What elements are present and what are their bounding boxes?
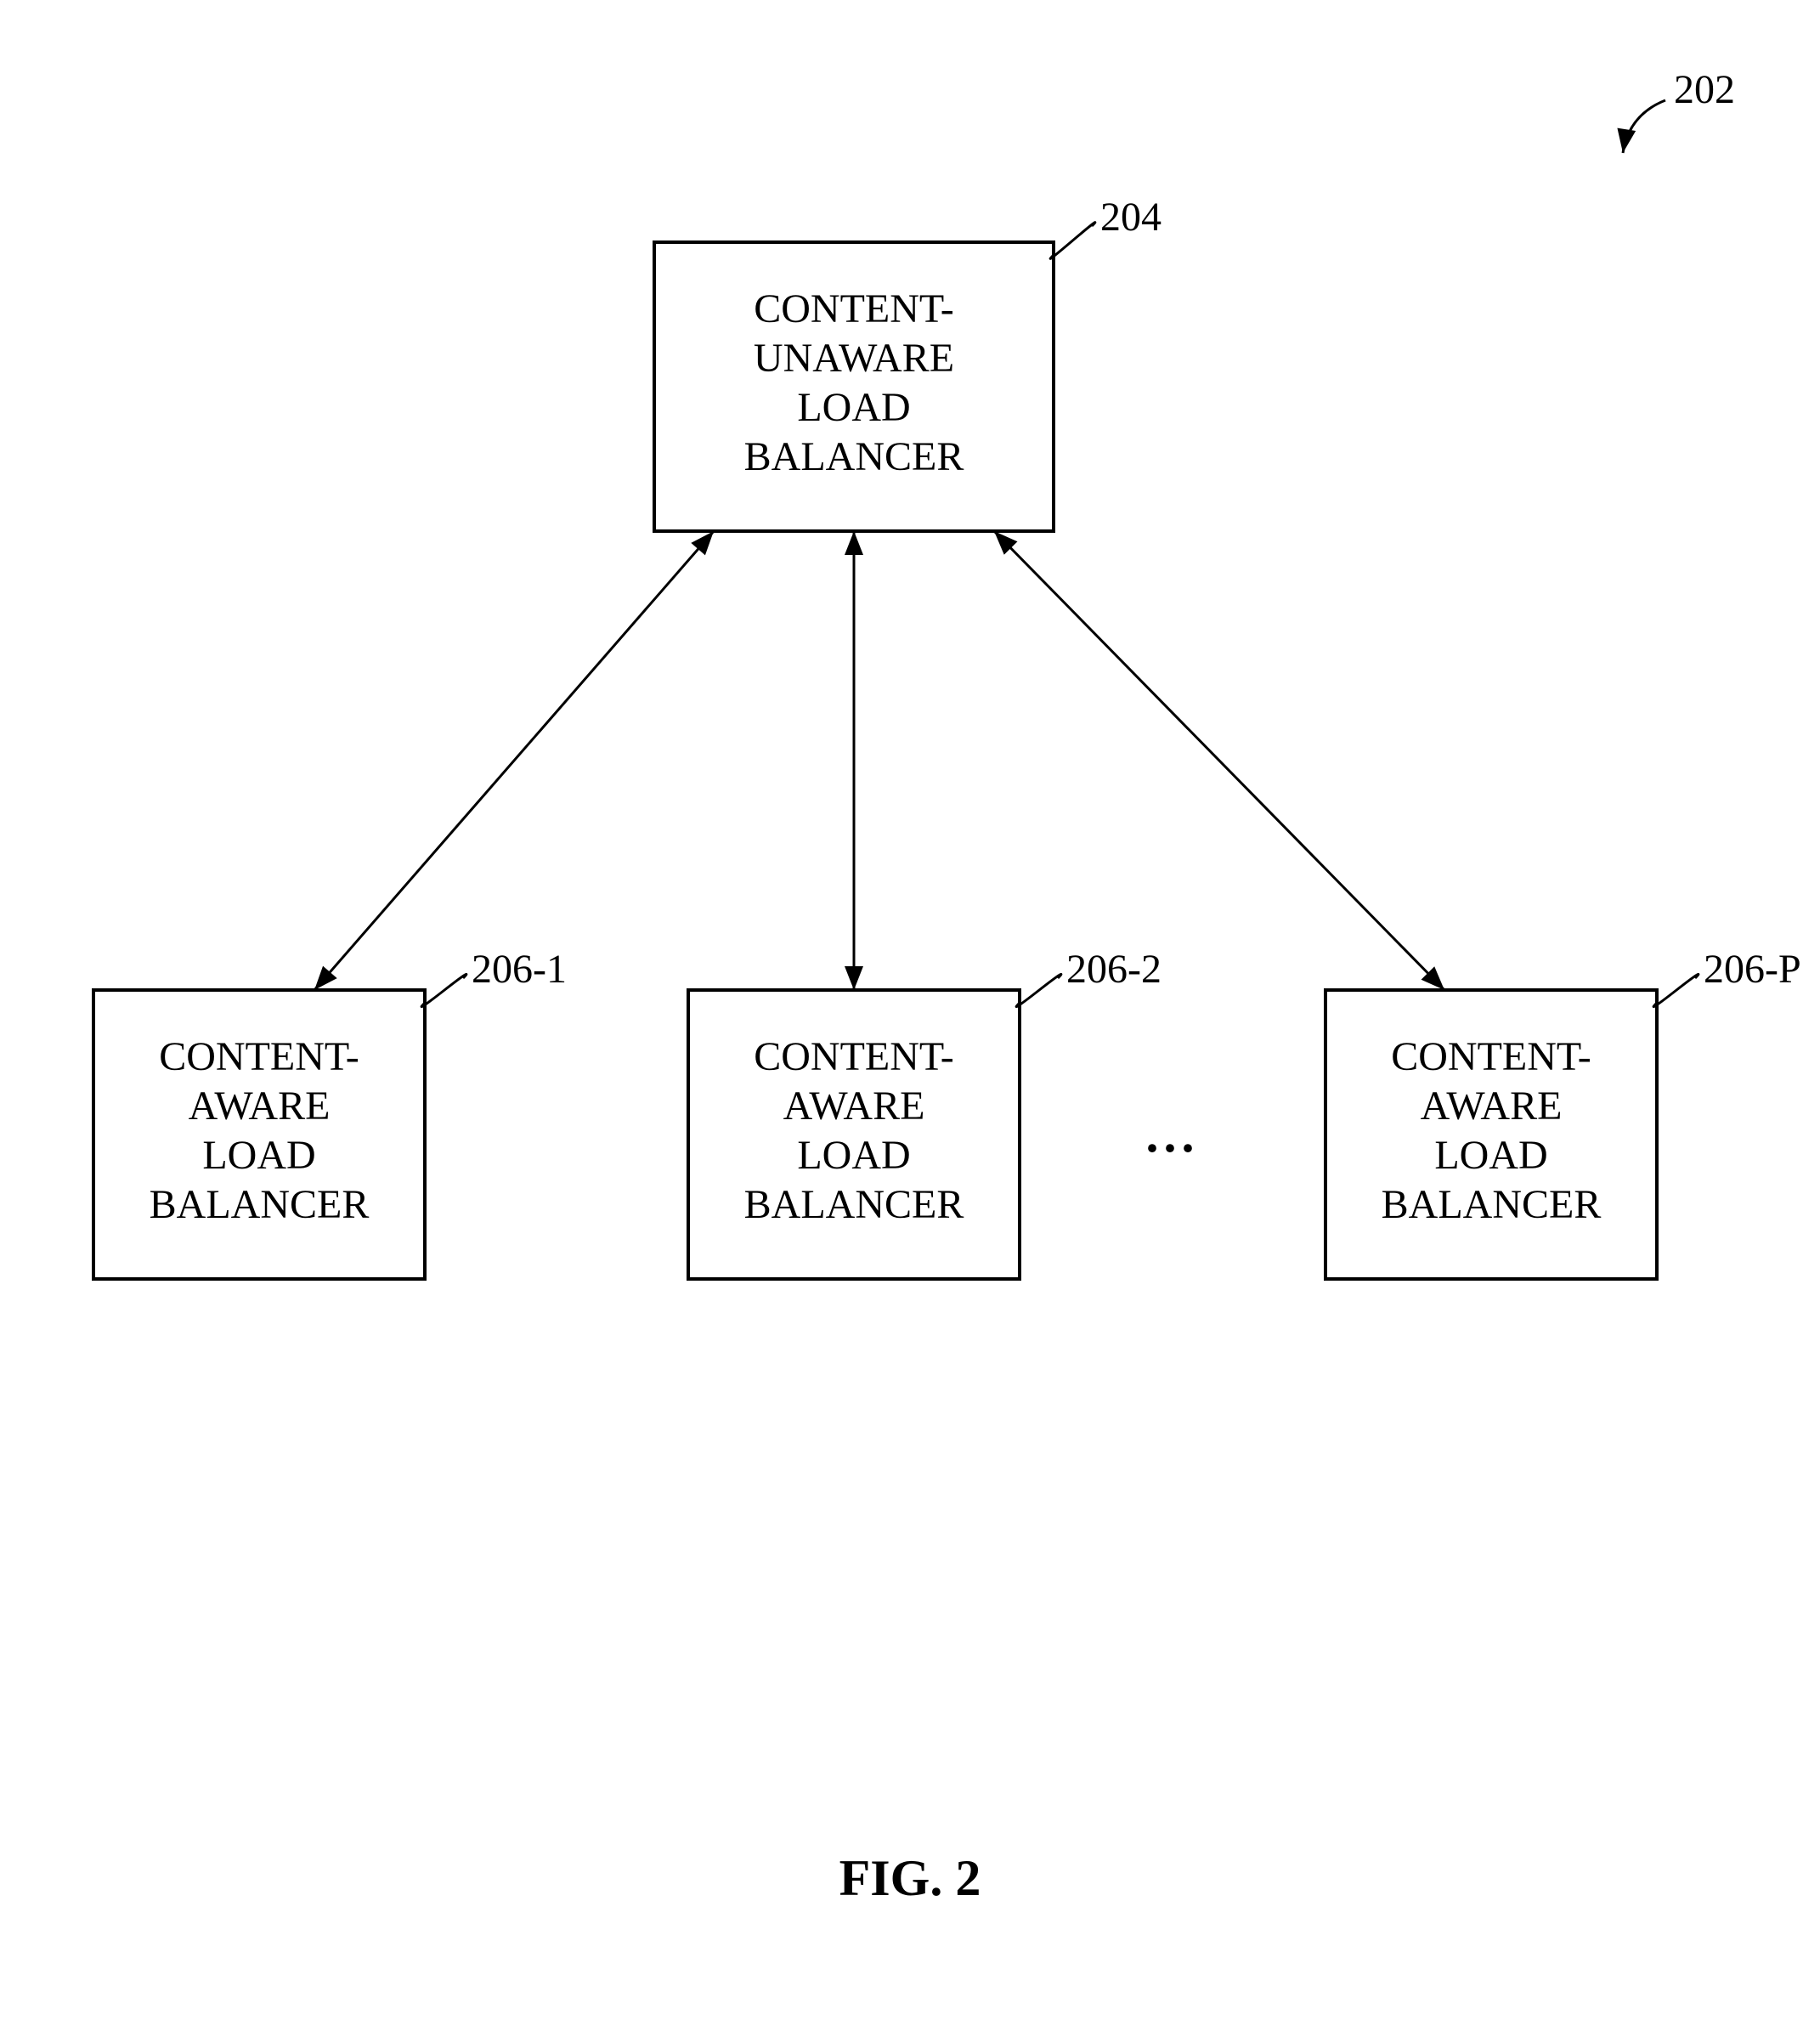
- connector-2: [994, 531, 1444, 990]
- ref-206-p-leader: [1653, 974, 1698, 1006]
- ref-206-1: 206-1: [472, 947, 567, 992]
- ref-206-p: 206-P: [1704, 947, 1801, 992]
- ref-202-leader: [1623, 100, 1665, 153]
- ref-206-2: 206-2: [1066, 947, 1162, 992]
- figure-caption: FIG. 2: [839, 1850, 981, 1906]
- box-content-aware-p-line-0: CONTENT-: [1391, 1034, 1591, 1079]
- connector-0: [314, 531, 714, 990]
- ref-204: 204: [1100, 195, 1162, 240]
- box-content-aware-2-line-1: AWARE: [783, 1084, 925, 1129]
- box-content-aware-p-line-1: AWARE: [1421, 1084, 1563, 1129]
- box-content-aware-1-line-0: CONTENT-: [159, 1034, 359, 1079]
- box-content-aware-2-line-2: LOAD: [797, 1133, 910, 1178]
- box-content-aware-p-line-2: LOAD: [1434, 1133, 1547, 1178]
- box-content-unaware-line-0: CONTENT-: [754, 286, 954, 331]
- ref-202: 202: [1674, 67, 1735, 112]
- box-content-aware-p-line-3: BALANCER: [1382, 1182, 1602, 1227]
- box-content-aware-1-line-1: AWARE: [189, 1084, 331, 1129]
- box-content-aware-2-line-0: CONTENT-: [754, 1034, 954, 1079]
- ref-206-1-leader: [421, 974, 466, 1006]
- box-content-unaware-line-2: LOAD: [797, 385, 910, 430]
- box-content-aware-2-line-3: BALANCER: [744, 1182, 964, 1227]
- ref-202-arrowhead: [1617, 128, 1636, 153]
- connector-1-arrow-a: [845, 531, 863, 555]
- box-content-aware-1-line-3: BALANCER: [150, 1182, 370, 1227]
- ref-204-leader: [1050, 223, 1095, 259]
- ellipsis: ...: [1146, 1106, 1200, 1163]
- box-content-unaware-line-3: BALANCER: [744, 434, 964, 479]
- connector-1-arrow-b: [845, 966, 863, 990]
- ref-206-2-leader: [1016, 974, 1061, 1006]
- box-content-aware-1-line-2: LOAD: [202, 1133, 315, 1178]
- box-content-unaware-line-1: UNAWARE: [754, 336, 954, 381]
